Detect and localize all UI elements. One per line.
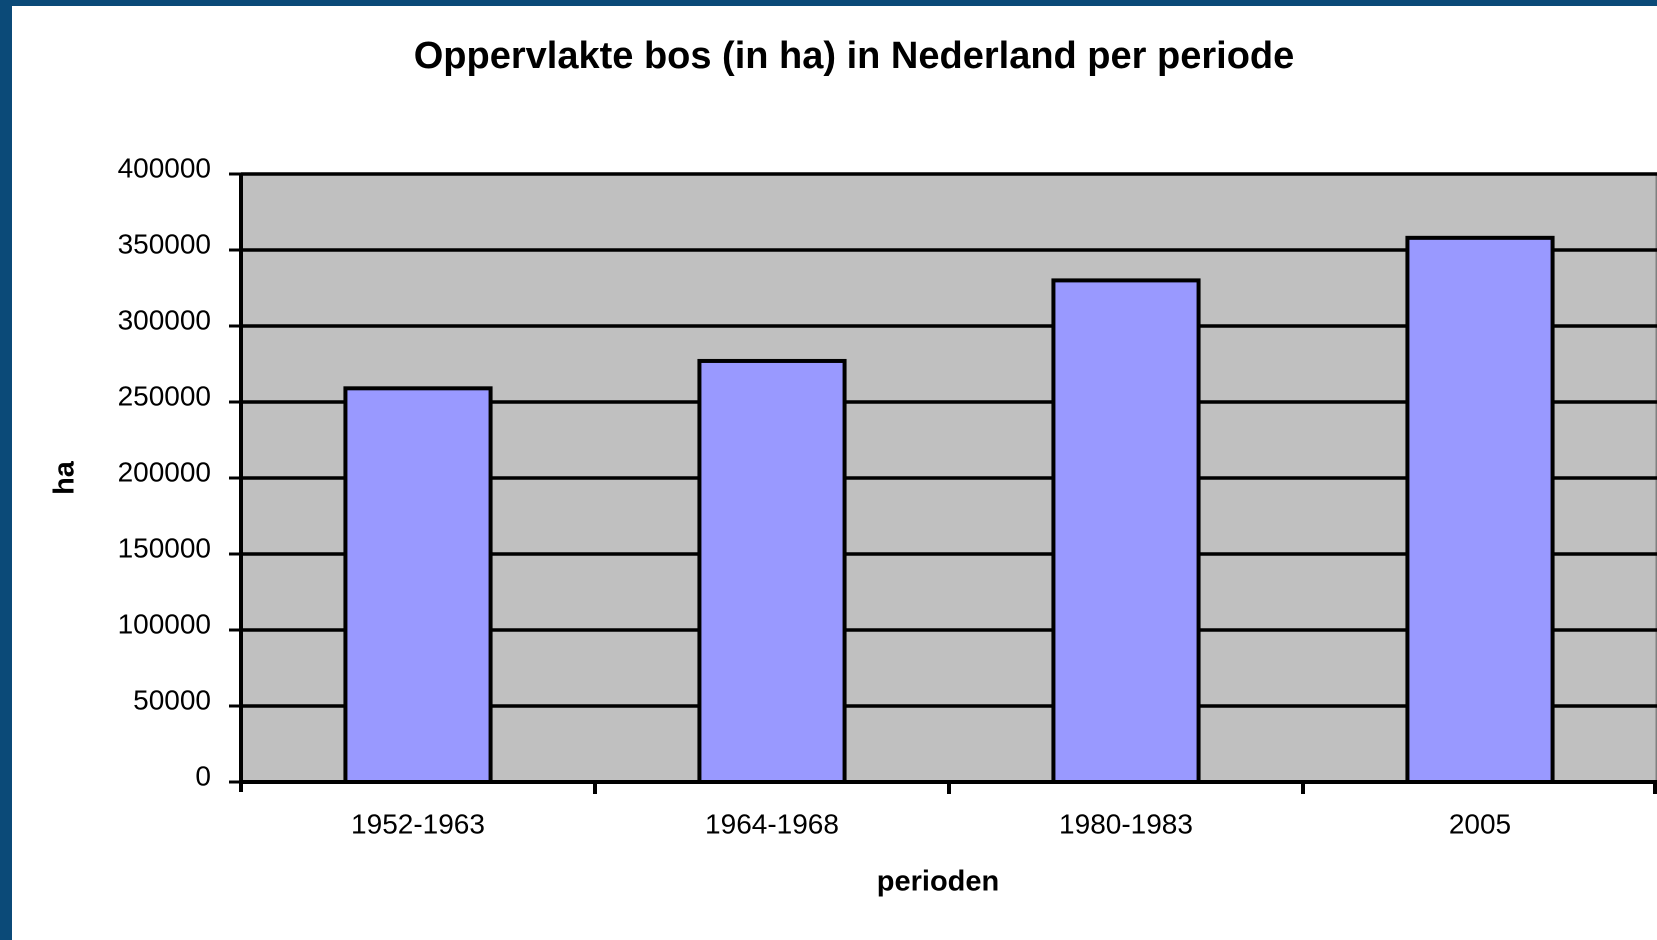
x-tick-label: 2005 (1449, 808, 1511, 839)
x-tick-label: 1980-1983 (1059, 808, 1193, 839)
x-tick-label: 1964-1968 (705, 808, 839, 839)
y-tick-label: 300000 (118, 304, 211, 335)
y-tick-label: 0 (195, 760, 211, 791)
y-tick-label: 150000 (118, 532, 211, 563)
y-tick-label: 400000 (118, 152, 211, 183)
y-tick-label: 350000 (118, 228, 211, 259)
x-tick-label: 1952-1963 (351, 808, 485, 839)
bar (697, 358, 847, 784)
bar (1405, 235, 1555, 784)
bar (343, 386, 493, 784)
y-tick-label: 100000 (118, 608, 211, 639)
y-axis-title: ha (49, 460, 81, 495)
y-tick-label: 50000 (133, 684, 211, 715)
x-axis-title: perioden (877, 866, 999, 898)
bar (1051, 278, 1201, 784)
y-tick-label: 250000 (118, 380, 211, 411)
chart-title: Oppervlakte bos (in ha) in Nederland per… (414, 35, 1295, 77)
y-tick-label: 200000 (118, 456, 211, 487)
